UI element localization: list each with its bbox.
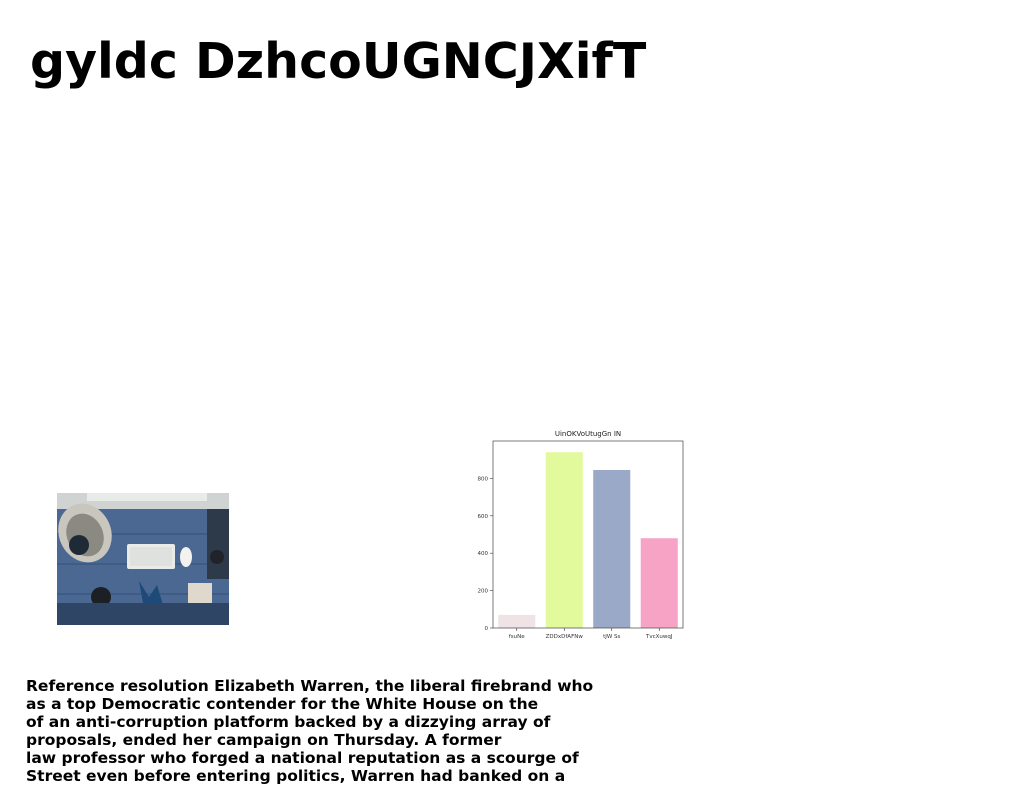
paragraph-line: as a top Democratic contender for the Wh…	[26, 695, 539, 713]
chart-bar	[545, 452, 583, 628]
chart-bar	[498, 614, 536, 628]
page-title: gyldc DzhcoUGNCJXifT	[30, 33, 647, 90]
y-tick-label: 0	[485, 626, 489, 632]
paragraph-line: law professor who forged a national repu…	[26, 749, 579, 767]
y-tick-label: 600	[478, 514, 489, 520]
x-tick-label: ZDDxDfAFNw	[546, 634, 584, 640]
paragraph-line: Street even before entering politics, Wa…	[26, 767, 566, 785]
chart-bar	[593, 469, 631, 628]
bar-chart: UinOKVoUtugGn IN fsuNe ZDDxDfAFNw tJW Ss Tvc…	[478, 430, 684, 640]
article-paragraph: Reference resolution Elizabeth Warren, t…	[26, 677, 666, 785]
paragraph-line: proposals, ended her campaign on Thursda…	[26, 731, 502, 749]
y-tick-label: 800	[478, 476, 489, 482]
x-tick-label: fsuNe	[509, 634, 525, 640]
chart-title: UinOKVoUtugGn IN	[555, 430, 621, 438]
chart-frame	[492, 440, 684, 629]
desk-workspace-photo	[57, 493, 229, 625]
y-tick-label: 200	[478, 589, 489, 595]
paragraph-line: Reference resolution Elizabeth Warren, t…	[26, 677, 594, 695]
y-tick-label: 400	[478, 551, 489, 557]
chart-bar	[640, 538, 678, 628]
x-tick-label: TvcXuwqJ	[645, 634, 673, 640]
paragraph-line: of an anti-corruption platform backed by…	[26, 713, 551, 731]
x-tick-label: tJW Ss	[603, 634, 620, 640]
